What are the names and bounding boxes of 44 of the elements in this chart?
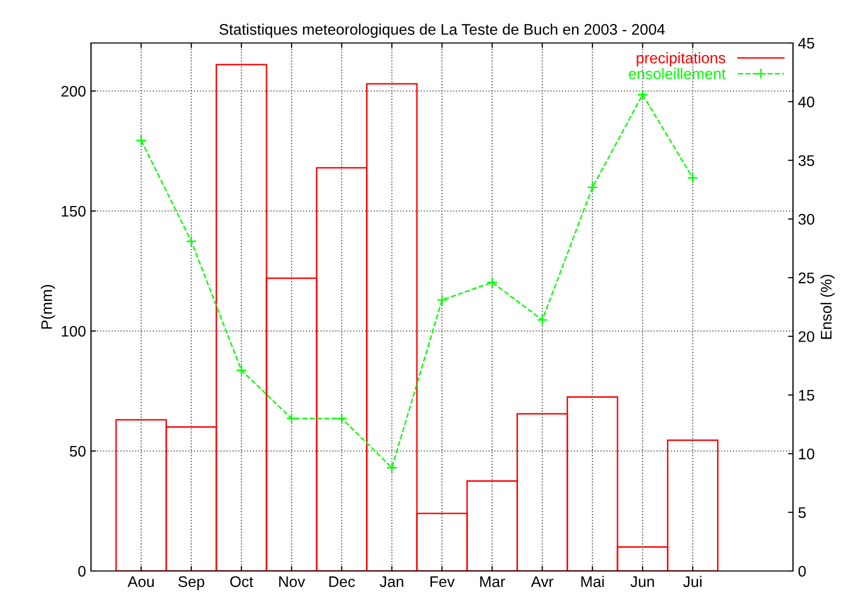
y2-tick-label: 40 xyxy=(798,96,814,108)
y-tick-label: 200 xyxy=(61,86,86,97)
y2-tick-label: 15 xyxy=(799,390,814,401)
point xyxy=(286,412,298,424)
x-tick-label: Aou xyxy=(128,576,154,588)
point xyxy=(136,134,147,146)
x-tick-label: Dec xyxy=(329,576,355,588)
point xyxy=(336,412,348,424)
x-tick-label: Fev xyxy=(430,576,455,588)
x-tick-label: Jun xyxy=(630,576,654,588)
y-tick-label: 0 xyxy=(78,566,86,577)
point xyxy=(536,314,548,326)
x-tick-label: Oct xyxy=(230,576,254,588)
x-tick-label: Nov xyxy=(279,576,306,588)
legend-label: precipitations xyxy=(636,52,726,66)
point xyxy=(386,462,398,474)
point xyxy=(486,276,498,288)
y2-tick-label: 10 xyxy=(799,448,814,460)
point xyxy=(236,364,247,376)
legend-label: ensoleillement xyxy=(628,68,726,80)
y-axis-title: P(mm) xyxy=(40,285,56,329)
x-tick-label: Mai xyxy=(581,576,604,588)
y-tick-label: 150 xyxy=(62,206,86,217)
x-tick-label: Sep xyxy=(178,576,204,590)
y2-tick-label: 35 xyxy=(798,155,814,166)
y-tick-label: 50 xyxy=(70,446,86,457)
y2-tick-label: 30 xyxy=(798,214,814,225)
y2-tick-label: 25 xyxy=(798,272,814,284)
y2-axis-title: Ensol (%) xyxy=(820,274,835,339)
x-tick-label: Avr xyxy=(530,576,554,587)
point xyxy=(637,89,648,100)
x-tick-label: Jui xyxy=(683,576,702,588)
point xyxy=(436,294,448,306)
x-tick-label: Jan xyxy=(380,576,404,588)
y2-tick-label: 0 xyxy=(798,566,806,577)
point xyxy=(687,172,698,184)
point xyxy=(586,182,598,193)
y2-tick-label: 5 xyxy=(798,507,806,518)
point xyxy=(186,236,197,247)
y2-tick-label: 45 xyxy=(798,38,814,49)
x-tick-label: Mar xyxy=(480,576,506,588)
chart-title: Statistiques meteorologiques de La Teste de Buch en 2003 - 2004 xyxy=(219,24,665,38)
y-tick-label: 100 xyxy=(62,326,86,337)
y2-tick-label: 20 xyxy=(798,331,814,342)
